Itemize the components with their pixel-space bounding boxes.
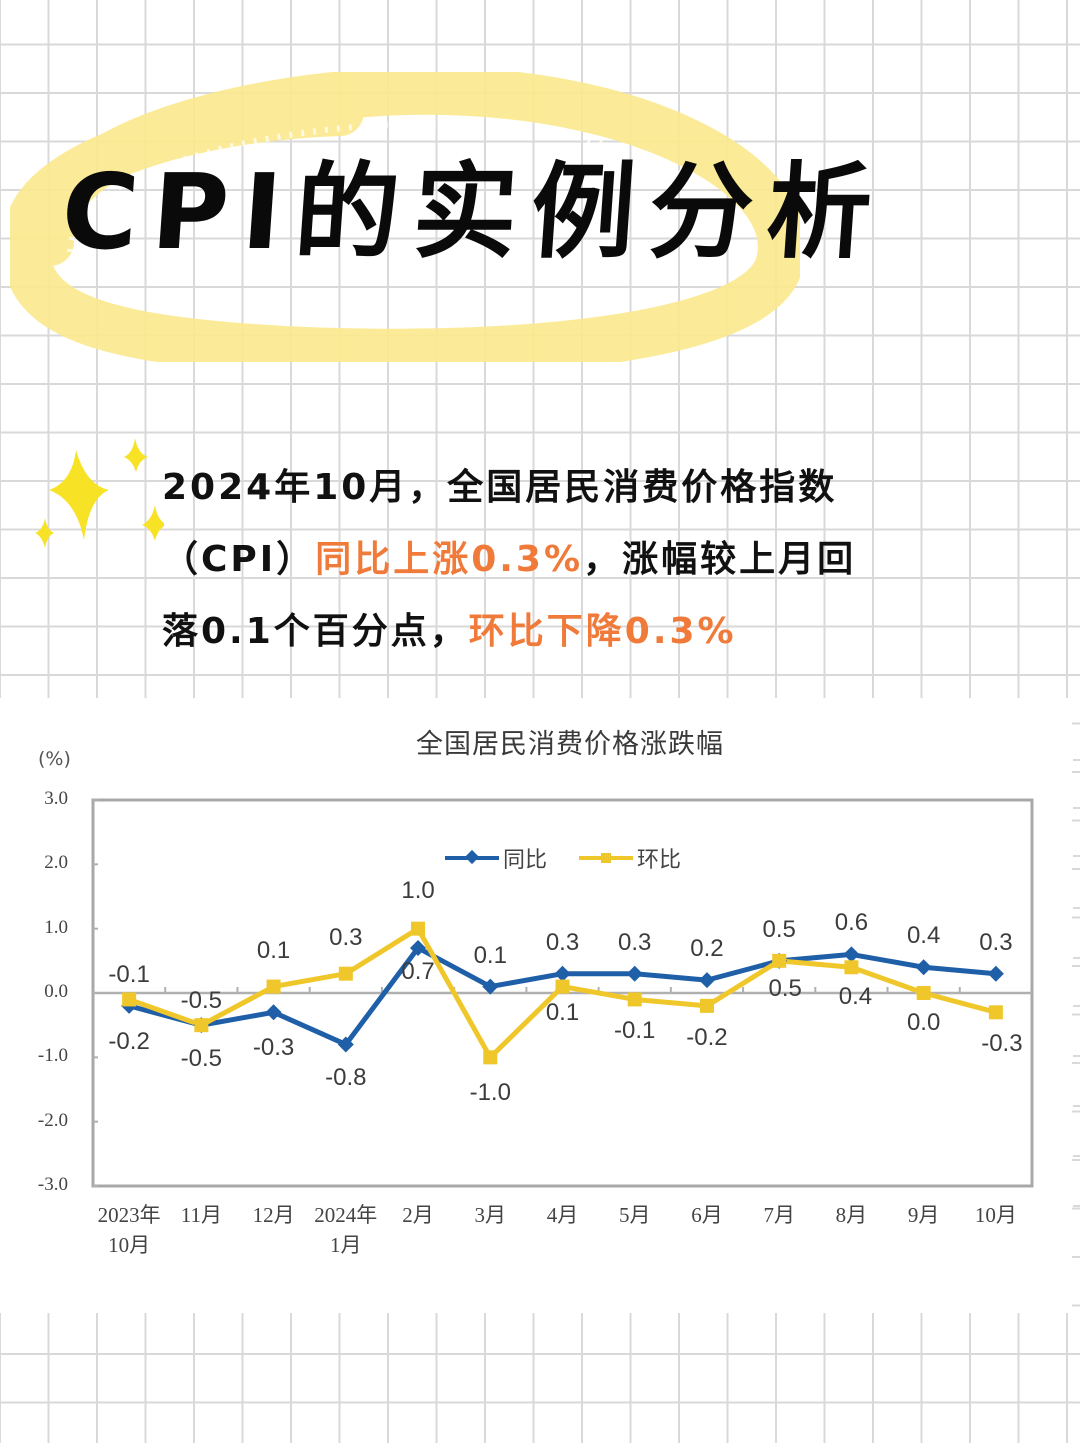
data-point-mom — [844, 960, 859, 975]
data-point-yoy — [626, 965, 643, 982]
y-tick-label: 0.0 — [44, 981, 68, 1002]
data-label-yoy: 0.6 — [834, 909, 869, 937]
data-point-mom — [122, 992, 137, 1007]
x-tick-label: 12月 — [252, 1203, 295, 1227]
legend-label-yoy: 同比 — [503, 848, 548, 873]
data-point-mom — [338, 966, 353, 981]
data-point-mom — [483, 1050, 498, 1065]
summary-paragraph: 2024年10月，全国居民消费价格指数 （CPI）同比上涨0.3%，涨幅较上月回… — [162, 452, 982, 668]
data-label-yoy: 0.5 — [762, 915, 796, 943]
data-label-mom: 0.1 — [256, 936, 291, 964]
y-tick-label: 2.0 — [44, 852, 68, 874]
x-tick-label: 7月 — [763, 1203, 795, 1227]
summary-line-3-text: 落0.1个百分点， — [162, 611, 469, 652]
yoy-highlight: 同比上涨0.3% — [315, 539, 584, 580]
data-point-mom — [627, 992, 642, 1007]
y-tick-label: -1.0 — [37, 1045, 68, 1067]
data-label-yoy: 0.2 — [690, 935, 724, 963]
data-point-yoy — [698, 972, 715, 989]
data-point-mom — [916, 986, 931, 1000]
data-label-mom: -0.3 — [981, 1030, 1023, 1058]
data-label-yoy: -0.3 — [252, 1034, 295, 1062]
y-axis-unit: (%) — [38, 748, 71, 770]
data-label-mom: -0.1 — [614, 1017, 656, 1045]
title-highlight-ring — [10, 72, 800, 362]
x-tick-label: 10月 — [974, 1203, 1017, 1227]
x-tick-label: 2024年 1月 — [314, 1203, 378, 1257]
data-point-yoy — [843, 946, 860, 963]
data-label-mom: 0.4 — [838, 983, 873, 1011]
data-label-mom: -0.1 — [108, 961, 150, 989]
data-point-yoy — [554, 965, 571, 982]
data-label-yoy: -0.5 — [180, 1045, 223, 1073]
grid-edge-dashes — [1073, 759, 1080, 1207]
x-tick-label: 3月 — [474, 1203, 507, 1227]
summary-line-1: 2024年10月，全国居民消费价格指数 — [162, 467, 838, 508]
four-point-star-icon — [35, 438, 164, 548]
data-point-yoy — [337, 1036, 354, 1053]
data-label-yoy: 0.1 — [473, 941, 507, 969]
data-point-mom — [411, 921, 426, 936]
x-tick-label: 2月 — [402, 1203, 434, 1227]
data-point-yoy — [410, 939, 427, 956]
legend-swatch-mom — [579, 853, 634, 863]
data-point-mom — [194, 1018, 209, 1033]
x-tick-label: 8月 — [835, 1203, 868, 1227]
legend-swatch-yoy — [445, 849, 499, 865]
legend-item-mom: 环比 — [579, 842, 681, 874]
summary-line-2-rest: ，涨幅较上月回 — [583, 539, 857, 580]
data-point-mom — [555, 979, 570, 994]
data-label-yoy: -0.8 — [325, 1064, 367, 1092]
chart-title: 全国居民消费价格涨跌幅 — [416, 729, 724, 760]
data-label-yoy: 0.3 — [979, 928, 1013, 956]
data-label-mom: 0.0 — [906, 1009, 941, 1036]
y-tick-label: 1.0 — [44, 916, 68, 938]
data-label-yoy: 0.4 — [906, 922, 941, 950]
data-label-yoy: -0.2 — [108, 1027, 150, 1055]
data-label-mom: 0.1 — [545, 998, 580, 1026]
data-label-mom: 0.3 — [329, 923, 363, 951]
data-label-mom: 0.5 — [768, 974, 802, 1002]
data-point-yoy — [915, 959, 932, 976]
mom-highlight: 环比下降0.3% — [468, 611, 737, 652]
data-point-yoy — [265, 1004, 282, 1021]
data-label-mom: 1.0 — [401, 876, 435, 904]
x-tick-label: 9月 — [907, 1203, 940, 1227]
x-tick-label: 2023年 10月 — [97, 1203, 161, 1257]
data-label-mom: -1.0 — [469, 1079, 511, 1107]
legend-label-mom: 环比 — [637, 848, 682, 873]
data-label-yoy: 0.7 — [401, 957, 435, 985]
summary-line-3: 落0.1个百分点，环比下降0.3% — [162, 596, 982, 668]
data-point-mom — [988, 1005, 1003, 1020]
y-tick-label: -2.0 — [37, 1109, 68, 1131]
x-tick-label: 5月 — [618, 1203, 651, 1227]
x-tick-label: 6月 — [691, 1203, 723, 1227]
data-point-yoy — [987, 965, 1004, 982]
data-label-yoy: 0.3 — [545, 928, 580, 956]
data-point-mom — [266, 979, 281, 994]
x-tick-label: 4月 — [546, 1203, 579, 1227]
data-label-mom: -0.2 — [686, 1023, 728, 1051]
data-label-yoy: 0.3 — [618, 928, 652, 956]
data-point-yoy — [482, 978, 499, 995]
y-tick-label: 3.0 — [44, 788, 68, 809]
data-point-mom — [772, 953, 787, 968]
x-tick-label: 11月 — [180, 1203, 222, 1227]
chart-legend: 同比 环比 — [445, 842, 681, 874]
y-tick-label: -3.0 — [37, 1174, 68, 1195]
data-point-mom — [699, 998, 714, 1013]
summary-line-2: （CPI）同比上涨0.3%，涨幅较上月回 — [162, 524, 982, 596]
data-label-mom: -0.5 — [180, 987, 223, 1015]
legend-item-yoy: 同比 — [445, 842, 547, 874]
summary-cpi-label: （CPI） — [162, 539, 316, 580]
